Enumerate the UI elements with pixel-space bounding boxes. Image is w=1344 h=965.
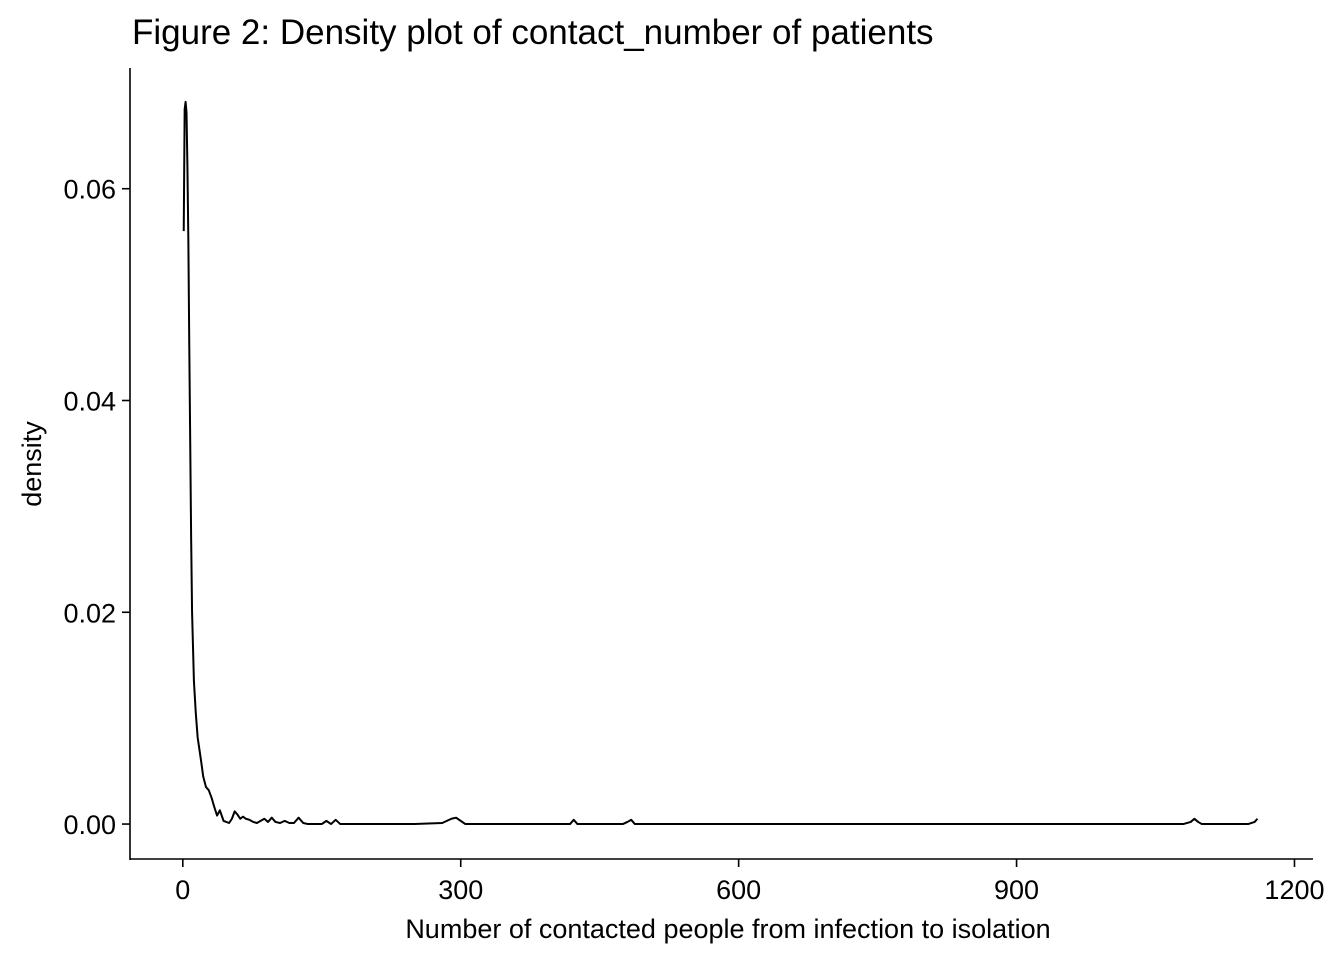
y-axis-ticks: 0.00 0.02 0.04 0.06 [63,175,130,840]
y-tick-label: 0.06 [63,175,116,205]
density-line [182,100,1259,826]
y-axis-label: density [17,421,47,507]
x-tick-label: 1200 [1264,875,1324,905]
x-axis-label: Number of contacted people from infectio… [405,914,1050,944]
x-axis-ticks: 0 300 600 900 1200 [175,859,1325,905]
y-tick-label: 0.00 [63,810,116,840]
x-tick-label: 300 [438,875,483,905]
x-tick-label: 600 [716,875,761,905]
chart-title: Figure 2: Density plot of contact_number… [132,13,934,52]
x-tick-label: 0 [175,875,190,905]
x-tick-label: 900 [994,875,1039,905]
y-tick-label: 0.04 [63,386,116,416]
y-tick-label: 0.02 [63,598,116,628]
